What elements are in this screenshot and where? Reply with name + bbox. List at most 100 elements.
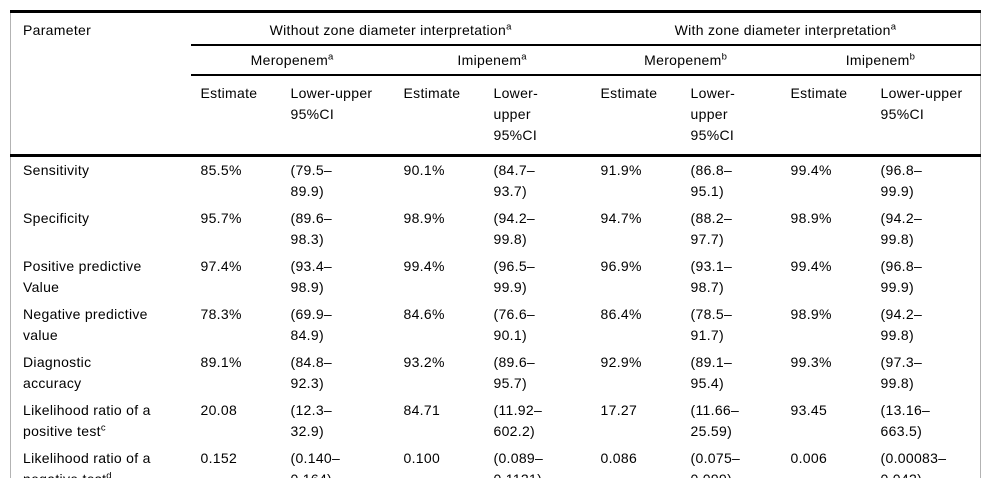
- ci-cell: (86.8– 95.1): [690, 162, 733, 199]
- estimate-cell: 84.6%: [403, 306, 445, 322]
- estimate-cell: 98.9%: [790, 210, 832, 226]
- parameter-cell: Sensitivity: [11, 156, 191, 206]
- header-measure-row: Estimate Lower-upper 95%CI Estimate Lowe…: [11, 75, 981, 157]
- table-row: Diagnostic accuracy 89.1% (84.8– 92.3) 9…: [11, 349, 981, 397]
- estimate-cell: 93.45: [790, 402, 828, 418]
- header-ci: Lower- upper 95%CI: [483, 75, 591, 157]
- ci-cell: (84.8– 92.3): [290, 354, 332, 391]
- group-label: With zone diameter interpretation: [674, 22, 891, 38]
- table-body: Sensitivity 85.5% (79.5– 89.9) 90.1% (84…: [11, 156, 981, 478]
- ci-cell: (0.140– 0.164): [290, 450, 341, 478]
- table-header: Parameter Without zone diameter interpre…: [10, 11, 981, 157]
- drug-label: Meropenem: [644, 52, 722, 68]
- header-group-with: With zone diameter interpretationa: [590, 11, 981, 46]
- ci-cell: (69.9– 84.9): [290, 306, 332, 343]
- estimate-cell: 0.152: [200, 450, 238, 466]
- header-ci: Lower-upper 95%CI: [870, 75, 981, 157]
- parameter-cell: Positive predictive Value: [11, 253, 191, 301]
- ci-cell: (88.2– 97.7): [690, 210, 733, 247]
- ci-cell: (94.2– 99.8): [880, 210, 923, 247]
- estimate-cell: 20.08: [200, 402, 238, 418]
- parameter-cell: Negative predictive value: [11, 301, 191, 349]
- ci-cell: (94.2– 99.8): [493, 210, 535, 247]
- ci-cell: (93.4– 98.9): [290, 258, 332, 295]
- estimate-cell: 17.27: [600, 402, 638, 418]
- header-estimate: Estimate: [780, 75, 871, 157]
- ci-cell: (97.3– 99.8): [880, 354, 923, 391]
- estimate-cell: 98.9%: [790, 306, 832, 322]
- ci-cell: (96.8– 99.9): [880, 258, 923, 295]
- ci-cell: (96.5– 99.9): [493, 258, 535, 295]
- footnote-marker: b: [721, 51, 727, 63]
- ci-cell: (0.089– 0.1121): [493, 450, 544, 478]
- header-parameter: Parameter: [10, 11, 191, 157]
- group-label: Without zone diameter interpretation: [269, 22, 507, 38]
- parameter-label: Likelihood ratio of a positive test: [23, 402, 151, 439]
- estimate-cell: 99.4%: [790, 162, 832, 178]
- table-row: Specificity 95.7% (89.6– 98.3) 98.9% (94…: [11, 205, 981, 253]
- estimate-cell: 0.100: [403, 450, 441, 466]
- estimate-cell: 94.7%: [600, 210, 642, 226]
- parameter-label: Negative predictive value: [23, 306, 148, 343]
- table-row: Likelihood ratio of a negative testd 0.1…: [11, 445, 981, 478]
- drug-label: Imipenem: [845, 52, 910, 68]
- drug-label: Imipenem: [457, 52, 522, 68]
- parameter-label: Diagnostic accuracy: [23, 354, 92, 391]
- estimate-cell: 0.086: [600, 450, 638, 466]
- header-estimate: Estimate: [590, 75, 681, 157]
- estimate-cell: 93.2%: [403, 354, 445, 370]
- parameter-cell: Diagnostic accuracy: [11, 349, 191, 397]
- estimate-cell: 91.9%: [600, 162, 642, 178]
- ci-cell: (79.5– 89.9): [290, 162, 332, 199]
- header-group-without: Without zone diameter interpretationa: [190, 11, 591, 46]
- ci-cell: (89.1– 95.4): [690, 354, 733, 391]
- estimate-cell: 0.006: [790, 450, 828, 466]
- ci-cell: (13.16– 663.5): [880, 402, 931, 439]
- estimate-cell: 78.3%: [200, 306, 242, 322]
- ci-cell: (84.7– 93.7): [493, 162, 535, 199]
- header-drug-row: Meropenema Imipenema Meropenemb Imipenem…: [11, 45, 981, 76]
- estimate-cell: 96.9%: [600, 258, 642, 274]
- estimate-cell: 84.71: [403, 402, 441, 418]
- ci-cell: (93.1– 98.7): [690, 258, 733, 295]
- header-group-row: Parameter Without zone diameter interpre…: [10, 11, 981, 157]
- ci-cell: (76.6– 90.1): [493, 306, 535, 343]
- parameter-label: Positive predictive Value: [23, 258, 142, 295]
- parameter-cell: Likelihood ratio of a negative testd: [11, 445, 191, 478]
- parameter-cell: Likelihood ratio of a positive testc: [11, 397, 191, 445]
- estimate-cell: 99.4%: [790, 258, 832, 274]
- footnote-marker: d: [106, 470, 112, 478]
- diagnostic-accuracy-table: Parameter Without zone diameter interpre…: [10, 10, 982, 478]
- footnote-marker: a: [506, 21, 512, 33]
- header-drug-meropenem-with: Meropenemb: [590, 45, 781, 76]
- ci-cell: (0.00083– 0.042): [880, 450, 947, 478]
- header-ci: Lower-upper 95%CI: [280, 75, 394, 157]
- parameter-label: Sensitivity: [23, 162, 90, 178]
- header-estimate: Estimate: [393, 75, 484, 157]
- header-drug-imipenem-with: Imipenemb: [780, 45, 981, 76]
- footnote-marker: c: [100, 422, 106, 434]
- estimate-cell: 99.3%: [790, 354, 832, 370]
- footnote-marker: a: [328, 51, 334, 63]
- footnote-marker: a: [521, 51, 527, 63]
- estimate-cell: 99.4%: [403, 258, 445, 274]
- estimate-cell: 89.1%: [200, 354, 242, 370]
- header-drug-imipenem-without: Imipenema: [393, 45, 591, 76]
- parameter-cell: Specificity: [11, 205, 191, 253]
- estimate-cell: 92.9%: [600, 354, 642, 370]
- header-parameter-label: Parameter: [23, 22, 92, 38]
- ci-cell: (0.075– 0.099): [690, 450, 741, 478]
- ci-cell: (89.6– 98.3): [290, 210, 332, 247]
- parameter-label: Specificity: [23, 210, 90, 226]
- parameter-label: Likelihood ratio of a negative test: [23, 450, 151, 478]
- estimate-cell: 85.5%: [200, 162, 242, 178]
- table-row: Sensitivity 85.5% (79.5– 89.9) 90.1% (84…: [11, 156, 981, 206]
- estimate-cell: 86.4%: [600, 306, 642, 322]
- table-row: Negative predictive value 78.3% (69.9– 8…: [11, 301, 981, 349]
- ci-cell: (89.6– 95.7): [493, 354, 535, 391]
- header-ci: Lower- upper 95%CI: [680, 75, 781, 157]
- ci-cell: (96.8– 99.9): [880, 162, 923, 199]
- footnote-marker: a: [890, 21, 897, 33]
- estimate-cell: 90.1%: [403, 162, 445, 178]
